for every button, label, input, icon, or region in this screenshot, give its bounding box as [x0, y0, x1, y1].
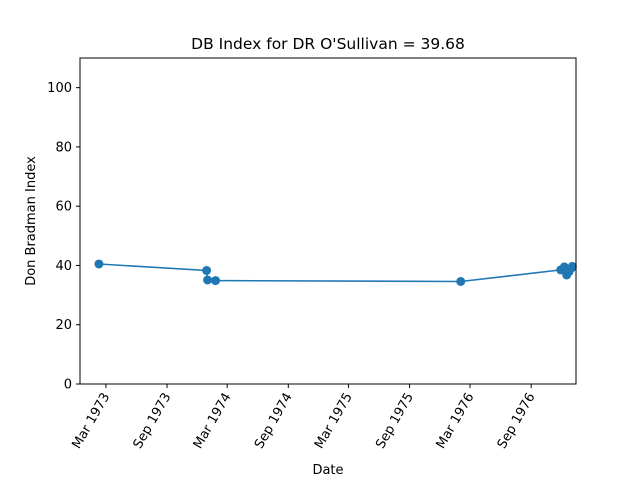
data-point [456, 276, 466, 286]
plot-frame [79, 57, 577, 385]
chart-title: DB Index for DR O'Sullivan = 39.68 [191, 35, 465, 53]
data-point [94, 259, 104, 269]
y-tick-label: 0 [64, 378, 72, 393]
data-point [203, 275, 213, 285]
y-tick-label: 100 [47, 81, 72, 96]
data-point [202, 265, 212, 275]
y-tick-label: 60 [55, 200, 72, 215]
data-point [567, 261, 577, 271]
data-point [211, 276, 221, 286]
y-tick-label: 40 [55, 259, 72, 274]
y-axis-label: Don Bradman Index [24, 156, 39, 286]
y-tick-label: 80 [55, 140, 72, 155]
x-axis-label: Date [312, 463, 343, 478]
y-tick-label: 20 [55, 318, 72, 333]
